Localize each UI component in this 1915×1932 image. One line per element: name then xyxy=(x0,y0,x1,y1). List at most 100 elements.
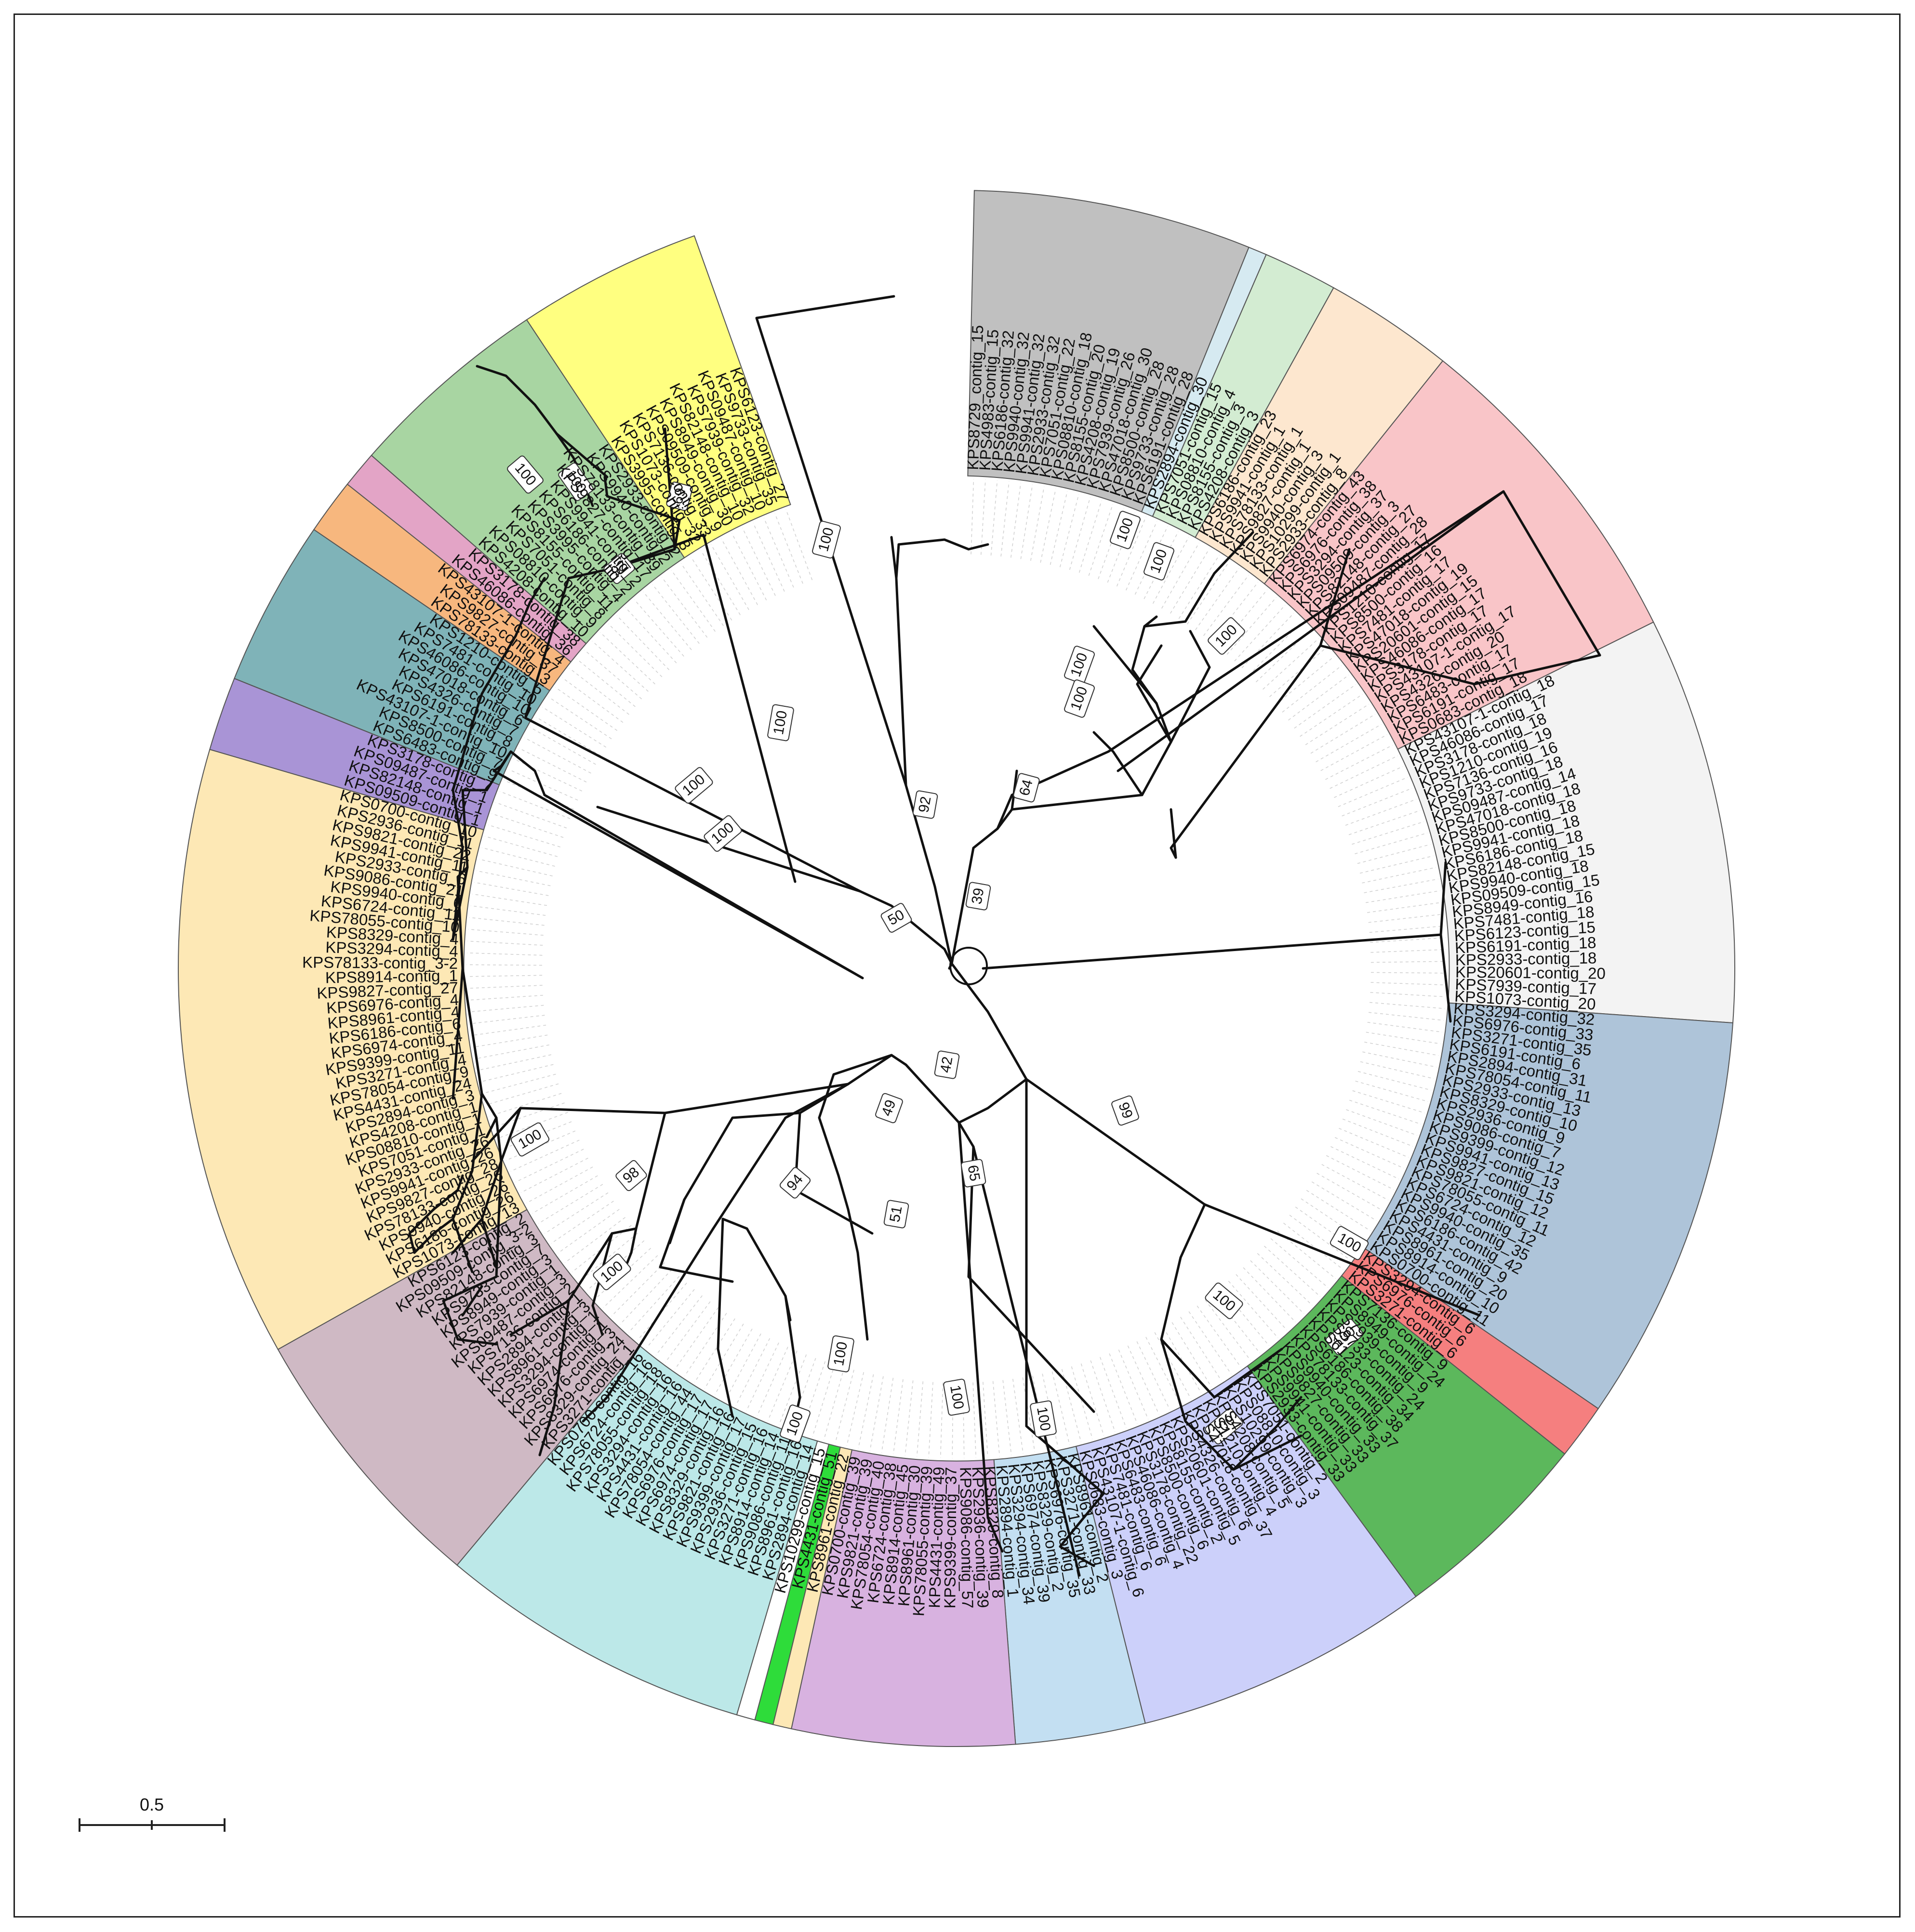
leaf-guide-line xyxy=(1349,1099,1421,1125)
leaf-guide-line xyxy=(467,995,543,1001)
leaf-guide-line xyxy=(470,905,546,916)
leaf-guide-line xyxy=(1367,902,1442,913)
leaf-guide-line xyxy=(584,649,642,700)
leaf-guide-line xyxy=(558,1209,620,1254)
leaf-guide-line xyxy=(576,659,636,707)
bootstrap-label-box xyxy=(912,790,938,819)
bootstrap-value: 42 xyxy=(937,1056,956,1074)
leaf-guide-line xyxy=(1059,494,1079,568)
bootstrap-label: 100 xyxy=(943,1378,970,1416)
leaf-guide-line xyxy=(1283,1222,1343,1270)
scale-bar-label: 0.5 xyxy=(140,1795,164,1814)
leaf-guide-line xyxy=(1368,913,1444,923)
leaf-guide-line xyxy=(466,975,543,977)
leaf-guide-line xyxy=(515,1149,584,1182)
tree-branch xyxy=(972,1145,1081,1577)
leaf-guide-line xyxy=(562,677,624,723)
figure-border xyxy=(13,13,1901,1918)
leaf-label: KPS2933-contig_18 xyxy=(1455,949,1597,969)
tree-branch xyxy=(442,1107,522,1302)
leaf-guide-line xyxy=(1325,744,1393,780)
leaf-guide-line xyxy=(1100,1357,1127,1428)
leaf-guide-line xyxy=(569,668,629,715)
leaf-guide-line xyxy=(700,550,741,615)
tree-branch xyxy=(452,789,464,941)
tree-branch xyxy=(890,536,953,965)
bootstrap-label: 100 xyxy=(767,704,794,741)
leaf-guide-line xyxy=(1301,1198,1364,1241)
leaf-guide-line xyxy=(587,1240,645,1291)
leaf-guide-line xyxy=(1263,638,1319,690)
leaf-guide-line xyxy=(1355,833,1428,854)
leaf-guide-line xyxy=(1022,1377,1036,1452)
bootstrap-label-box xyxy=(507,455,544,494)
tree-branch xyxy=(452,1217,474,1273)
bootstrap-label: 98 xyxy=(615,1160,647,1191)
bootstrap-label: 100 xyxy=(1110,511,1141,549)
leaf-guide-line xyxy=(774,513,803,584)
leaf-guide-line xyxy=(1187,561,1230,624)
leaf-guide-line xyxy=(1078,500,1102,573)
leaf-guide-line xyxy=(1236,1274,1287,1331)
leaf-guide-line xyxy=(655,1295,703,1356)
leaf-guide-line xyxy=(746,1342,779,1411)
tree-branch xyxy=(596,806,862,893)
leaf-guide-lines xyxy=(466,479,1447,1458)
leaf-guide-line xyxy=(778,1354,807,1425)
bootstrap-label-box xyxy=(880,903,912,933)
tree-branch xyxy=(476,365,558,435)
leaf-guide-line xyxy=(510,1139,580,1172)
bootstrap-label-box xyxy=(558,463,594,501)
tree-branch xyxy=(538,1299,570,1456)
leaf-guide-line xyxy=(1205,1299,1251,1361)
leaf-guide-line xyxy=(1288,675,1349,721)
leaf-guide-line xyxy=(1000,481,1010,557)
leaf-guide-line xyxy=(1362,867,1436,884)
leaf-guide-line xyxy=(501,1121,572,1150)
leaf-guide-line xyxy=(480,1064,554,1083)
leaf-guide-line xyxy=(1370,992,1446,997)
leaf-guide-line xyxy=(1321,1164,1388,1201)
bootstrap-label-box xyxy=(1330,1226,1369,1260)
tree-branch xyxy=(413,1217,454,1254)
leaf-guide-line xyxy=(611,1262,665,1317)
leaf-guide-line xyxy=(625,607,677,663)
bootstrap-label: 50 xyxy=(880,903,912,933)
leaf-guide-line xyxy=(1369,926,1445,933)
tree-branch xyxy=(958,972,1028,1081)
leaf-label: KPS8914-contig_1 xyxy=(325,966,458,987)
leaf-guide-line xyxy=(972,1382,977,1458)
leaf-guide-line xyxy=(620,1269,672,1325)
bootstrap-label-box xyxy=(1064,679,1095,718)
tree-branch xyxy=(524,567,613,719)
leaf-labels: KPS8729_contig_15KPS4983-contig_15KPS618… xyxy=(302,325,1606,1616)
bootstrap-label-box xyxy=(1013,773,1040,803)
leaf-guide-line xyxy=(592,641,649,692)
leaf-guide-line xyxy=(671,570,716,632)
leaf-guide-line xyxy=(499,791,571,819)
leaf-guide-line xyxy=(1180,1317,1222,1381)
leaf-guide-line xyxy=(1163,1327,1202,1393)
leaf-guide-line xyxy=(1366,1032,1441,1045)
leaf-guide-line xyxy=(1276,656,1335,705)
tree-branch xyxy=(591,1232,613,1336)
leaf-guide-line xyxy=(1334,1137,1404,1169)
bootstrap-value: 65 xyxy=(964,1164,983,1183)
leaf-guide-line xyxy=(893,1379,904,1455)
leaf-guide-line xyxy=(1234,605,1286,662)
leaf-guide-line xyxy=(1171,1322,1212,1387)
leaf-label: KPS9399-contig_37 xyxy=(941,1467,960,1609)
leaf-guide-line xyxy=(1040,489,1056,563)
leaf-guide-line xyxy=(1311,1181,1377,1221)
bootstrap-label: 92 xyxy=(912,790,938,819)
leaf-guide-line xyxy=(468,1005,544,1013)
leaf-guide-line xyxy=(1369,1012,1444,1021)
leaf-guide-line xyxy=(471,1025,546,1036)
bootstrap-label-box xyxy=(779,1167,811,1199)
tree-branch xyxy=(837,1174,869,1341)
leaf-guide-line xyxy=(835,1370,854,1443)
bootstrap-label: 100 xyxy=(1205,1283,1243,1319)
leaf-guide-line xyxy=(858,1374,874,1449)
bootstrap-label: 100 xyxy=(1144,542,1174,581)
tree-branch xyxy=(408,1208,435,1254)
